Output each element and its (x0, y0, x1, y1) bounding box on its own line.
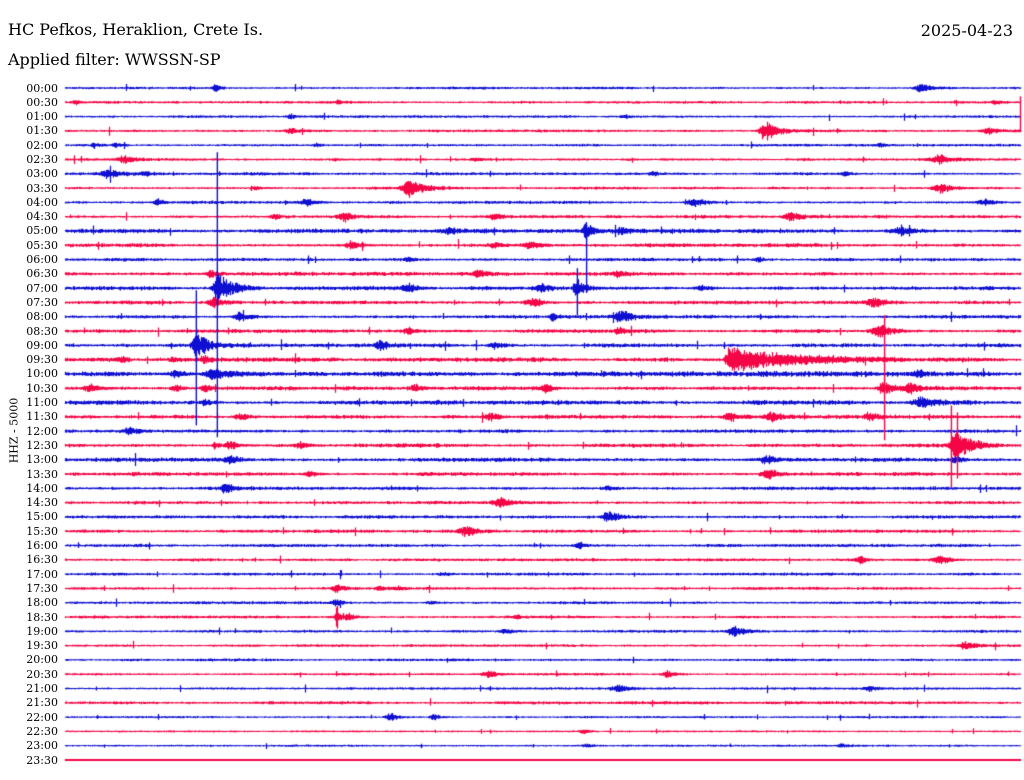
time-label: 00:30 (26, 95, 58, 109)
time-label: 22:30 (26, 724, 58, 738)
time-label: 09:30 (26, 353, 58, 367)
time-label: 06:00 (26, 253, 58, 267)
time-label: 10:00 (26, 367, 58, 381)
time-label: 20:00 (26, 653, 58, 667)
time-label: 09:00 (26, 338, 58, 352)
time-label: 03:30 (26, 181, 58, 195)
time-label: 19:00 (26, 624, 58, 638)
time-label: 05:00 (26, 224, 58, 238)
time-label: 21:00 (26, 682, 58, 695)
time-label: 00:00 (26, 81, 58, 95)
time-label: 04:00 (26, 195, 58, 209)
time-label: 21:30 (26, 696, 58, 710)
time-label: 07:30 (26, 295, 58, 309)
time-label: 17:30 (26, 581, 58, 595)
time-label: 02:30 (26, 152, 58, 166)
time-label: 15:30 (26, 524, 58, 538)
time-label: 16:00 (26, 539, 58, 553)
time-axis-labels: 00:00 00:30 01:00 01:30 02:00 02:30 03:00 03:30… (0, 0, 60, 780)
time-label: 01:00 (26, 110, 58, 124)
time-label: 02:00 (26, 138, 58, 152)
time-label: 10:30 (26, 381, 58, 395)
time-label: 15:00 (26, 510, 58, 524)
time-label: 16:30 (26, 553, 58, 567)
time-label: 20:30 (26, 667, 58, 681)
time-label: 14:00 (26, 481, 58, 495)
time-label: 12:00 (26, 424, 58, 438)
time-label: 18:00 (26, 596, 58, 610)
time-label: 18:30 (26, 610, 58, 624)
time-label: 19:30 (26, 639, 58, 653)
time-label: 01:30 (26, 124, 58, 138)
time-label: 13:30 (26, 467, 58, 481)
time-label: 08:30 (26, 324, 58, 338)
time-label: 05:30 (26, 238, 58, 252)
time-label: 17:00 (26, 567, 58, 581)
time-label: 04:30 (26, 210, 58, 224)
time-label: 08:00 (26, 310, 58, 324)
time-label: 11:00 (26, 396, 58, 410)
time-label: 06:30 (26, 267, 58, 281)
time-label: 22:00 (26, 710, 58, 724)
time-label: 07:00 (26, 281, 58, 295)
time-label: 13:00 (26, 453, 58, 467)
time-label: 12:30 (26, 438, 58, 452)
time-label: 14:30 (26, 496, 58, 510)
time-label: 03:00 (26, 167, 58, 181)
time-label: 23:00 (26, 739, 58, 753)
time-label: 23:30 (26, 753, 58, 767)
time-label: 11:30 (26, 410, 58, 424)
